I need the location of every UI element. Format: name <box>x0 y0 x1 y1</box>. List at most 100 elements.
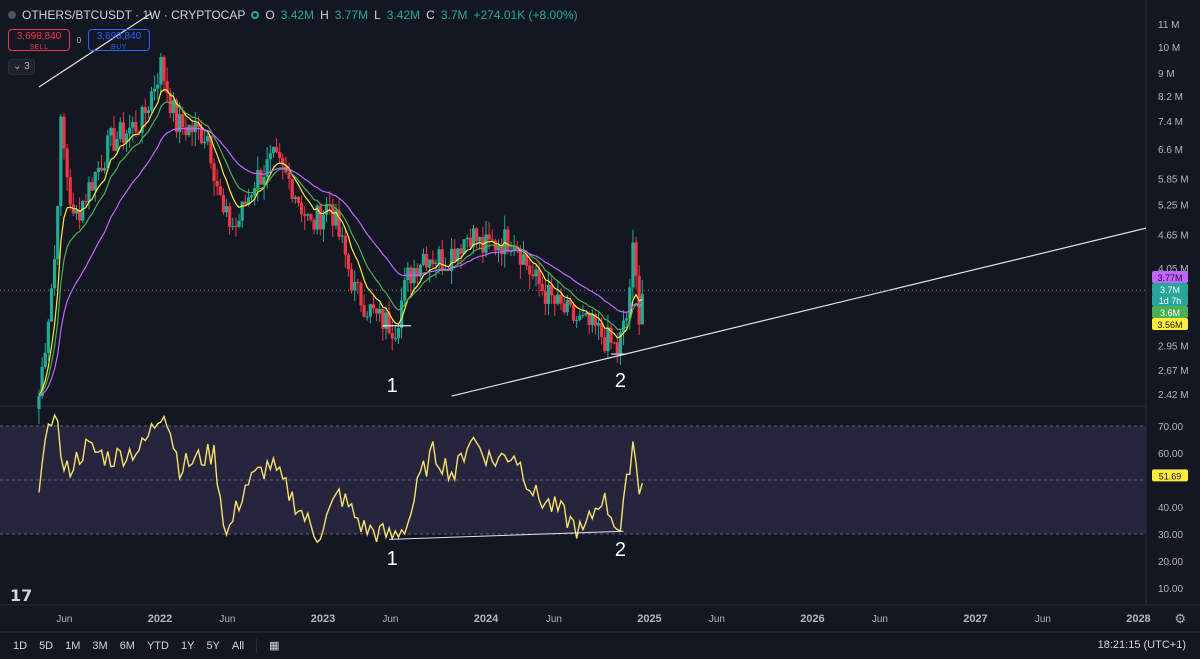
candle <box>221 194 226 213</box>
price-tag-bg <box>1152 283 1188 295</box>
price-axis-label: 9 M <box>1158 69 1175 80</box>
candle <box>440 249 444 270</box>
price-tag-bg <box>1152 306 1188 318</box>
price-axis-label: 10 M <box>1158 43 1180 54</box>
candle <box>153 88 157 92</box>
open-value: 3.42M <box>280 8 315 22</box>
candle <box>393 338 397 340</box>
candle <box>374 308 379 314</box>
candle <box>193 122 197 133</box>
time-axis-label: 2024 <box>474 613 499 625</box>
bottom-toolbar: 1D 5D 1M 3M 6M YTD 1Y 5Y All ▦ <box>0 632 1200 659</box>
price-tag-bg <box>1152 271 1188 283</box>
candle <box>634 242 638 276</box>
clock[interactable]: 18:21:15 (UTC+1) <box>1097 639 1186 651</box>
candle <box>265 159 269 178</box>
candle <box>65 148 69 178</box>
price-axis-label: 8.2 M <box>1158 92 1183 103</box>
tradingview-logo-icon[interactable]: 𝟭𝟳 <box>10 588 33 605</box>
candle <box>53 259 57 289</box>
candle <box>281 157 285 166</box>
candle <box>406 267 410 280</box>
candle <box>240 201 244 221</box>
candle <box>124 133 129 143</box>
timeframe-1m[interactable]: 1M <box>65 639 81 652</box>
price-tag: 1d 7h <box>1159 296 1182 306</box>
candle <box>515 246 519 250</box>
candle <box>581 314 585 316</box>
time-axis-label: Jun <box>219 614 235 625</box>
sell-label: SELL <box>29 44 49 51</box>
candle <box>578 315 582 320</box>
ema-fast-line <box>38 88 643 397</box>
candle <box>137 131 141 133</box>
candle <box>296 196 301 203</box>
rsi-tag: 51.69 <box>1159 471 1182 481</box>
candle <box>90 182 94 191</box>
candle <box>550 284 554 296</box>
candle <box>149 91 154 111</box>
price-axis-label: 5.85 M <box>1158 174 1189 185</box>
timeframe-ytd[interactable]: YTD <box>146 639 169 652</box>
sell-button[interactable]: 3,698,840 SELL <box>8 29 70 51</box>
calendar-range-icon[interactable]: ▦ <box>269 640 280 652</box>
timeframe-6m[interactable]: 6M <box>119 639 135 652</box>
timeframe-3m[interactable]: 3M <box>92 639 108 652</box>
timeframe-1y[interactable]: 1Y <box>180 639 195 652</box>
candle <box>490 239 494 241</box>
rsi-axis-label: 20.00 <box>1158 557 1183 568</box>
candle <box>428 259 432 268</box>
indicators-toggle[interactable]: ⌄ 3 <box>8 59 35 75</box>
candle <box>603 337 607 352</box>
rsi-axis-label: 40.00 <box>1158 503 1183 514</box>
price-tag: 3.7M <box>1160 285 1180 295</box>
candle <box>349 269 354 291</box>
candle <box>249 195 254 198</box>
candle <box>68 177 72 205</box>
price-axis-label: 2.42 M <box>1158 390 1189 401</box>
candle <box>365 316 369 318</box>
time-axis-label: 2027 <box>963 613 987 625</box>
close-value: 3.7M <box>440 8 468 22</box>
change-value: +274.01K (+8.00%) <box>473 8 578 22</box>
candle <box>384 312 388 329</box>
candle <box>293 196 297 200</box>
candle <box>559 294 563 304</box>
symbol-title[interactable]: OTHERS/BTCUSDT · 1W · CRYPTOCAP <box>22 8 246 22</box>
candle <box>525 254 529 266</box>
gear-icon[interactable]: ⚙ <box>1174 611 1186 626</box>
rsi-axis-label: 30.00 <box>1158 530 1183 541</box>
candle <box>181 114 185 128</box>
candle <box>299 202 304 215</box>
candle <box>368 304 372 317</box>
candle <box>593 314 598 326</box>
candle <box>431 259 435 265</box>
candle <box>590 314 594 326</box>
candle <box>209 135 213 164</box>
candle <box>268 153 272 160</box>
candle <box>287 172 291 179</box>
candle <box>631 242 635 288</box>
price-axis-label: 2.95 M <box>1158 342 1189 353</box>
candle <box>506 229 510 252</box>
candle <box>187 125 191 136</box>
rsi-line <box>38 413 643 544</box>
time-axis-label: 2023 <box>311 613 335 625</box>
candle <box>562 303 566 313</box>
buy-button[interactable]: 3,698,840 BUY <box>88 29 150 51</box>
timeframe-5d[interactable]: 5D <box>39 639 54 652</box>
candle <box>224 206 229 213</box>
time-axis-label: 2025 <box>637 613 661 625</box>
annotation-price-1: 1 <box>387 375 398 397</box>
candle <box>321 214 326 230</box>
timeframe-5y[interactable]: 5Y <box>206 639 220 652</box>
candle <box>465 237 469 240</box>
buy-price: 3,698,840 <box>96 31 142 42</box>
candle <box>212 163 216 181</box>
candle <box>146 110 150 114</box>
candle <box>587 312 591 326</box>
timeframe-all[interactable]: All <box>231 639 245 652</box>
timeframe-1d[interactable]: 1D <box>13 639 28 652</box>
candle <box>37 396 41 409</box>
